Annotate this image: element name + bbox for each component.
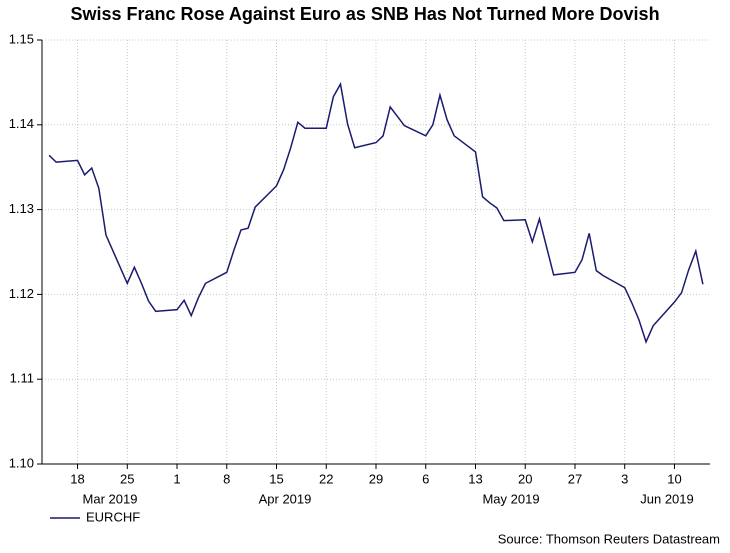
month-label: Apr 2019 (259, 491, 312, 506)
x-tick-label: 20 (518, 471, 532, 486)
y-tick-label: 1.11 (10, 371, 34, 386)
x-tick-label: 29 (369, 471, 383, 486)
x-tick-label: 10 (667, 471, 681, 486)
x-tick-label: 8 (223, 471, 230, 486)
x-tick-label: 3 (621, 471, 628, 486)
legend-label: EURCHF (86, 509, 140, 524)
month-label: May 2019 (482, 491, 539, 506)
x-tick-label: 25 (120, 471, 134, 486)
month-label: Jun 2019 (640, 491, 694, 506)
x-tick-label: 13 (468, 471, 482, 486)
x-tick-label: 15 (269, 471, 283, 486)
y-tick-label: 1.14 (9, 116, 34, 131)
x-tick-label: 1 (173, 471, 180, 486)
data-line (48, 81, 704, 344)
chart-title: Swiss Franc Rose Against Euro as SNB Has… (70, 4, 659, 24)
x-tick-label: 6 (422, 471, 429, 486)
source: Source: Thomson Reuters Datastream (498, 531, 720, 546)
y-tick-label: 1.12 (9, 286, 34, 301)
x-tick-label: 27 (568, 471, 582, 486)
month-label: Mar 2019 (83, 491, 138, 506)
y-tick-label: 1.13 (9, 201, 34, 216)
x-tick-label: 22 (319, 471, 333, 486)
x-tick-label: 18 (70, 471, 84, 486)
y-tick-label: 1.15 (9, 31, 34, 46)
y-tick-label: 1.10 (9, 455, 34, 470)
